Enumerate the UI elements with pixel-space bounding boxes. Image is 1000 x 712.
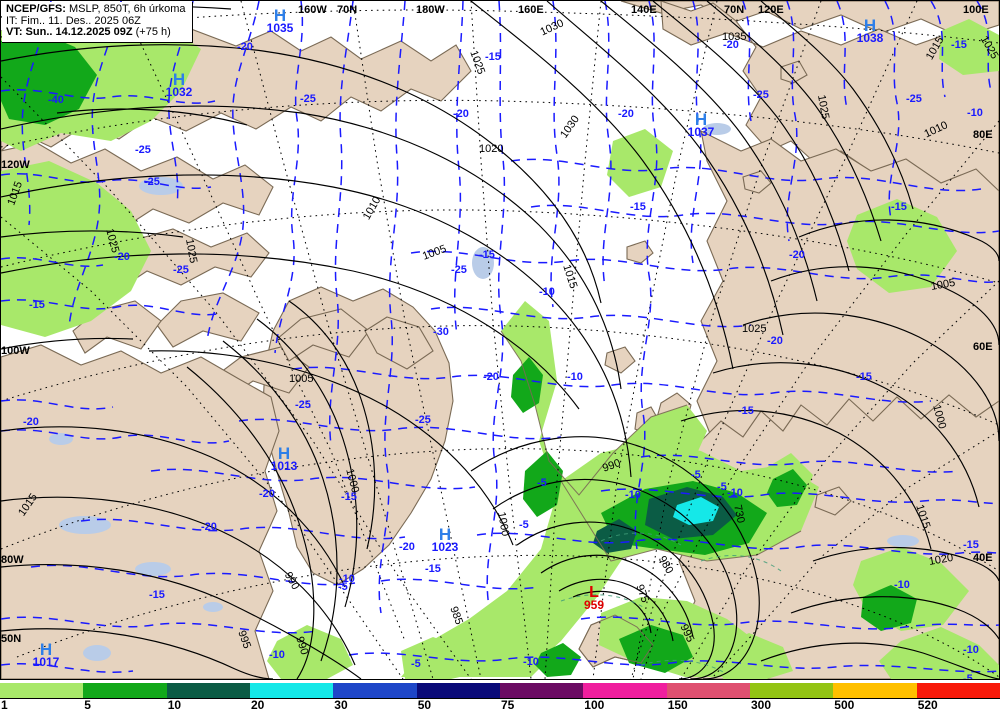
colorbar-tick-50: 50 (417, 698, 432, 712)
land-small-islands (604, 60, 852, 516)
colorbar-tick-75: 75 (501, 698, 515, 712)
colorbar-segment-6[interactable] (499, 683, 584, 698)
header-line-valid: VT: Sun.. 14.12.2025 09Z (+75 h) (6, 26, 186, 39)
colorbar-tick-500: 500 (834, 698, 855, 712)
colorbar-tick-1: 1 (1, 698, 8, 712)
forecast-hour-label: (+75 h) (132, 26, 171, 38)
colorbar-segment-0[interactable] (0, 683, 84, 698)
colorbar-strip[interactable] (0, 683, 1000, 698)
decorative-detail-layer (560, 532, 782, 674)
valid-time-label: VT: Sun.. 14.12.2025 09Z (6, 26, 133, 38)
land-north-america (1, 344, 280, 679)
colorbar-segment-1[interactable] (83, 683, 167, 698)
model-info-header: NCEP/GFS: MSLP, 850T, 6h úrkoma IT: Fim.… (2, 2, 193, 43)
colorbar-tick-5: 5 (84, 698, 91, 712)
isotherm-layer (1, 1, 999, 673)
colorbar-segment-4[interactable] (333, 683, 417, 698)
colorbar-tick-30: 30 (334, 698, 348, 712)
model-fields-label: MSLP, 850T, 6h úrkoma (65, 3, 186, 15)
colorbar-tick-520: 520 (917, 698, 938, 712)
colorbar-tick-150: 150 (667, 698, 688, 712)
colorbar-segment-8[interactable] (666, 683, 750, 698)
precip-20-30mm (673, 497, 719, 525)
colorbar-segment-3[interactable] (249, 683, 334, 698)
colorbar-axis-line (0, 698, 1000, 699)
colorbar-segment-10[interactable] (833, 683, 917, 698)
colorbar-tick-300: 300 (751, 698, 772, 712)
isobar-layer (1, 1, 999, 679)
model-name-label: NCEP/GFS: (6, 3, 66, 15)
map-canvas[interactable] (1, 1, 999, 679)
map-panel[interactable]: NCEP/GFS: MSLP, 850T, 6h úrkoma IT: Fim.… (0, 0, 1000, 680)
colorbar-segment-5[interactable] (416, 683, 500, 698)
colorbar-tick-10: 10 (167, 698, 182, 712)
colorbar-segment-7[interactable] (583, 683, 667, 698)
header-line-model: NCEP/GFS: MSLP, 850T, 6h úrkoma (6, 3, 186, 16)
init-time-label: IT: Fim.. 11. Des.. 2025 06Z (6, 14, 141, 27)
colorbar-tick-labels: 1 5 10 20 30 50 75 100 150 300 500 520 (0, 698, 1000, 712)
colorbar-segment-11[interactable] (916, 683, 1000, 698)
colorbar-tick-100: 100 (584, 698, 605, 712)
colorbar-segment-9[interactable] (749, 683, 834, 698)
precipitation-colorbar[interactable]: 1 5 10 20 30 50 75 100 150 300 500 520 (0, 680, 1000, 712)
colorbar-segment-2[interactable] (166, 683, 250, 698)
colorbar-tick-20: 20 (251, 698, 265, 712)
header-line-init: IT: Fim.. 11. Des.. 2025 06Z (6, 14, 186, 28)
